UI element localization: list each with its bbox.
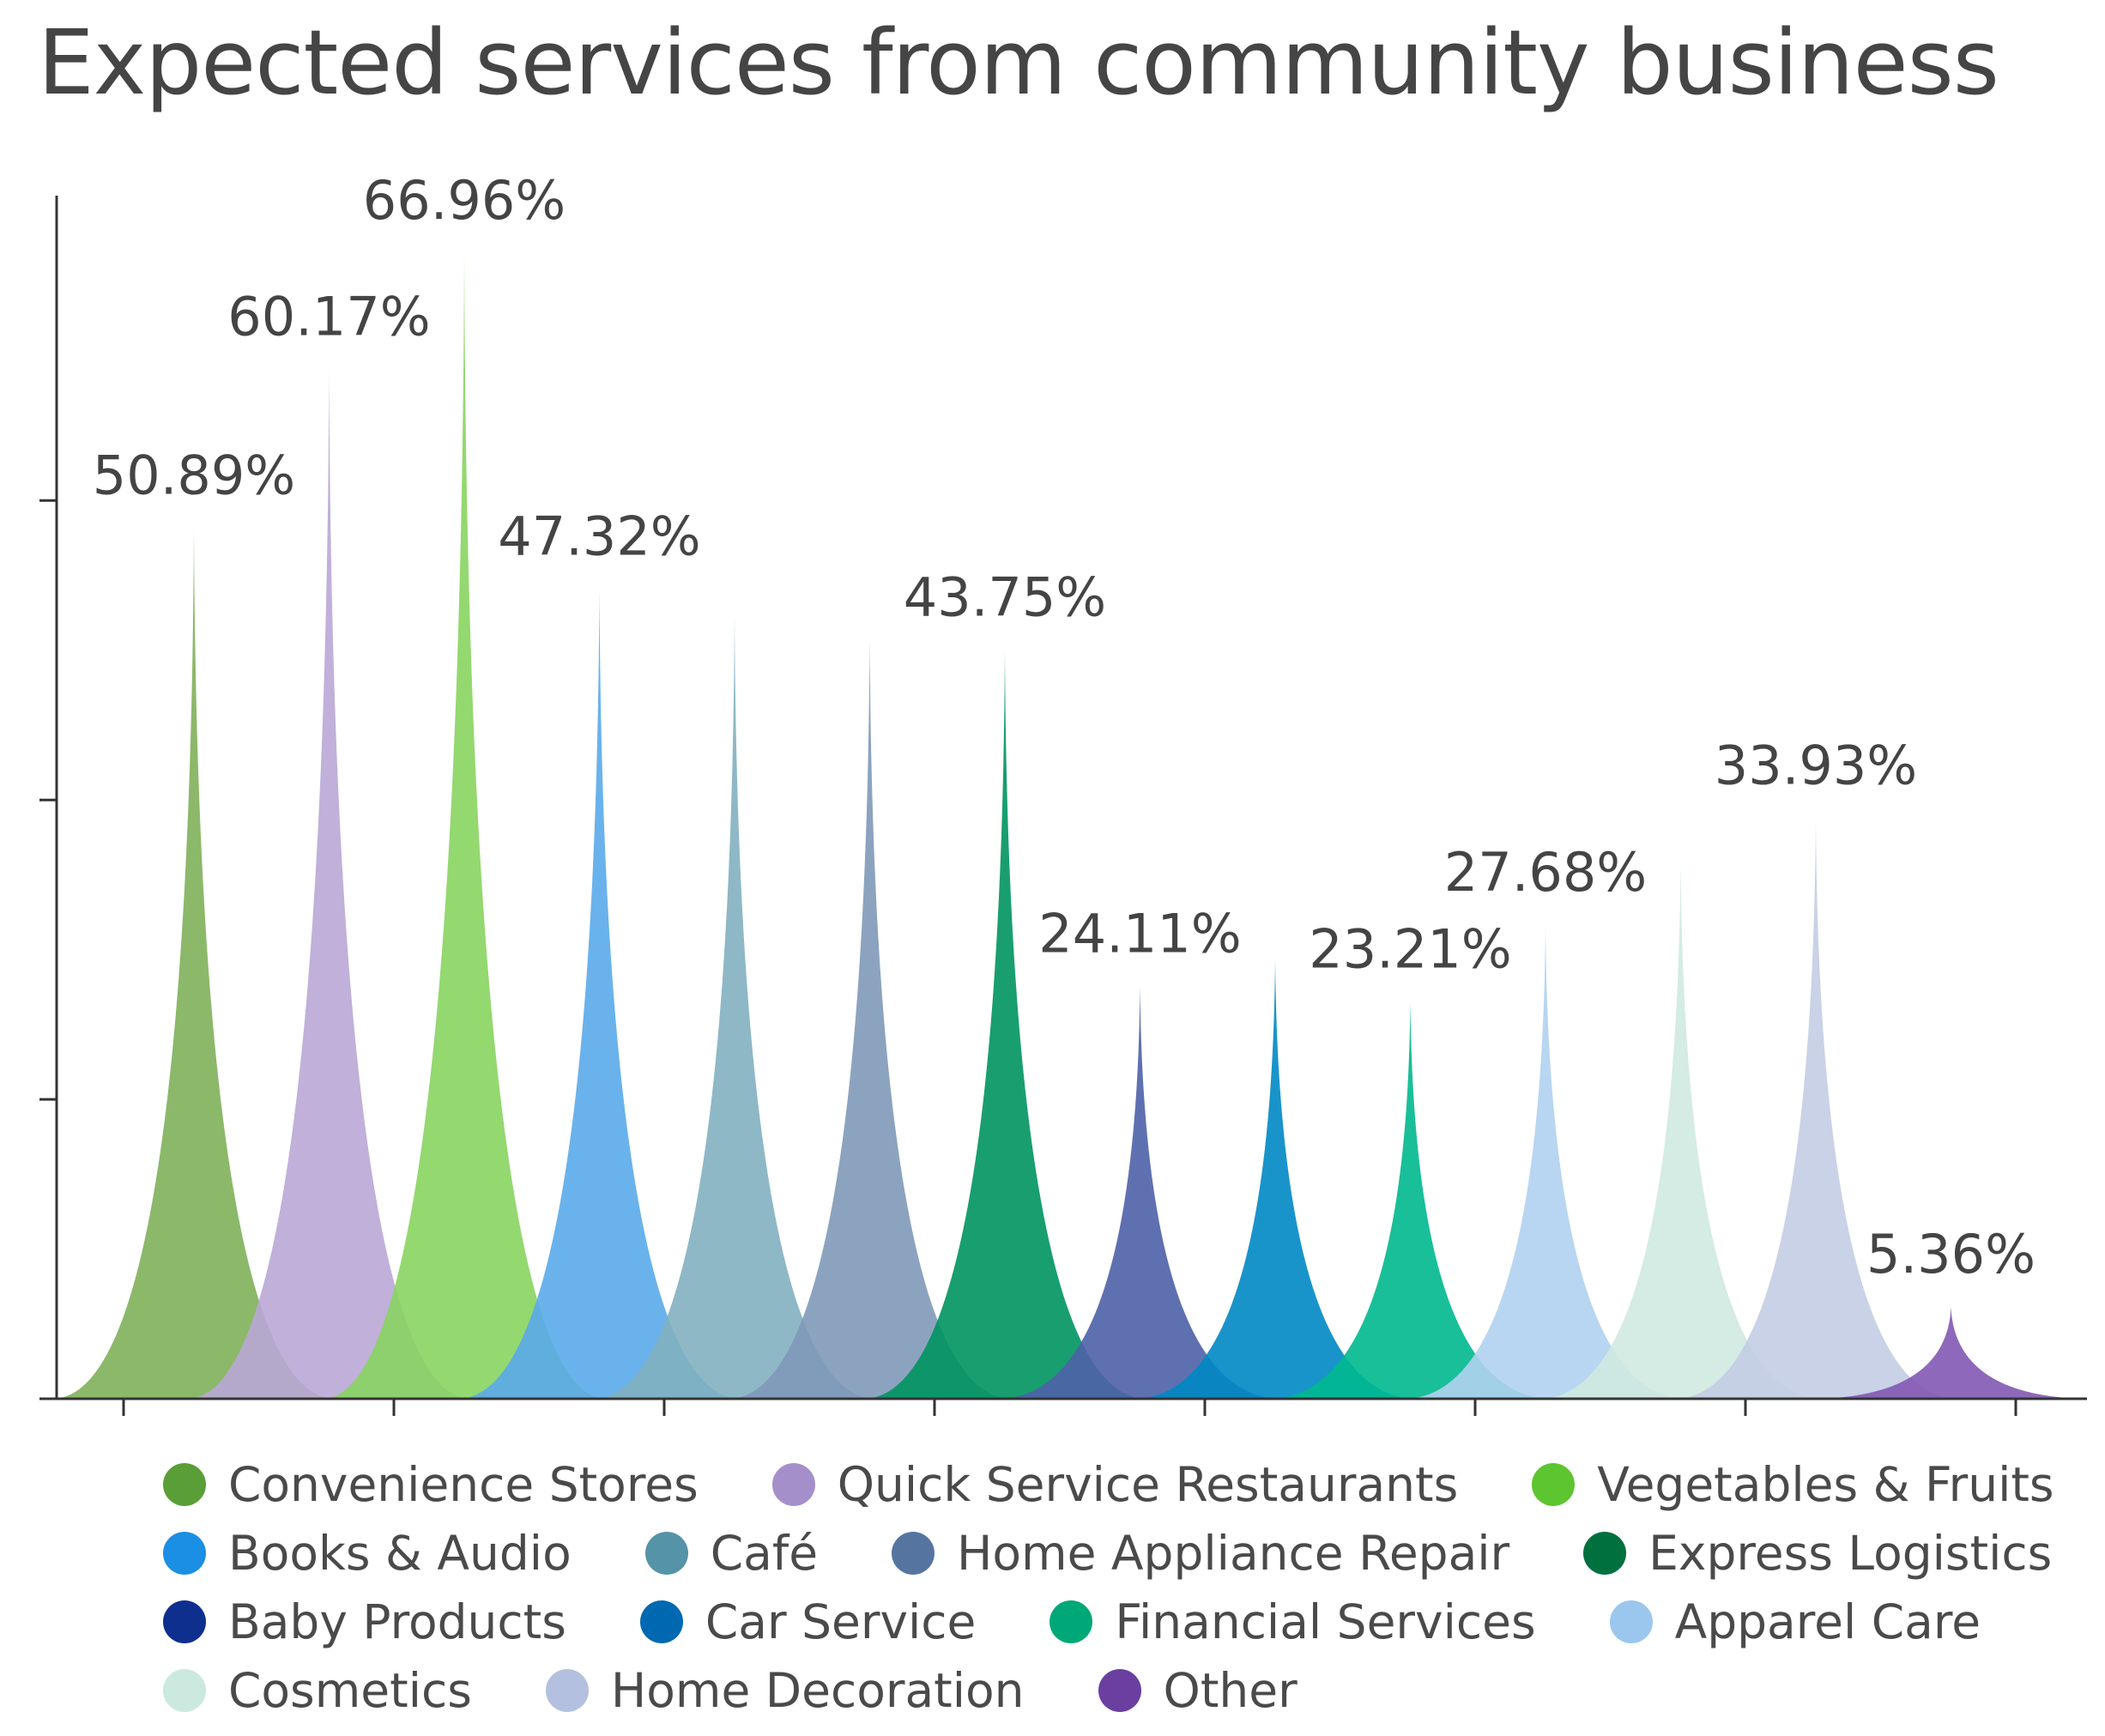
legend-label: Cosmetics	[228, 1663, 472, 1718]
legend-item-baby-products: Baby Products	[163, 1594, 566, 1649]
legend-label: Baby Products	[228, 1594, 566, 1649]
area-convenience-stores	[52, 528, 336, 1399]
area-home-appliance-repair	[728, 637, 1012, 1399]
legend-swatch	[1532, 1463, 1576, 1506]
legend-label: Quick Service Restaurants	[837, 1457, 1459, 1512]
legend-label: Car Service	[705, 1594, 977, 1649]
legend-label: Financial Services	[1115, 1594, 1536, 1649]
legend-item-other: Other	[1098, 1663, 1297, 1718]
area-car-service	[1134, 959, 1417, 1399]
legend-item-caf: Café	[644, 1526, 819, 1581]
area-vegetables-and-fruits	[323, 253, 606, 1399]
legend-label: Apparel Care	[1674, 1594, 1981, 1649]
legend-swatch	[644, 1532, 688, 1575]
legend-swatch	[1049, 1600, 1093, 1643]
area-home-decoration	[1674, 818, 1957, 1399]
legend-label: Home Appliance Repair	[957, 1526, 1510, 1581]
legend-label: Other	[1163, 1663, 1297, 1718]
legend-item-apparel-care: Apparel Care	[1609, 1594, 1981, 1649]
data-label-financial-services: 23.21%	[1309, 917, 1511, 980]
chart-title: Expected services from community busines…	[38, 10, 1999, 115]
legend-swatch	[892, 1532, 935, 1575]
legend-item-vegetables-and-fruits: Vegetables & Fruits	[1532, 1457, 2054, 1512]
area-apparel-care	[1404, 925, 1687, 1399]
legend-swatch	[1583, 1532, 1627, 1575]
legend-swatch	[163, 1600, 206, 1643]
legend-swatch	[545, 1669, 589, 1712]
area-other	[1809, 1307, 2093, 1399]
area-quick-service-restaurants	[187, 369, 471, 1399]
data-label-express-logistics: 43.75%	[904, 566, 1106, 629]
legend-item-home-appliance-repair: Home Appliance Repair	[892, 1526, 1509, 1581]
data-label-home-decoration: 33.93%	[1715, 735, 1917, 797]
data-label-convenience-stores: 50.89%	[93, 444, 295, 506]
legend-label: Café	[710, 1526, 819, 1581]
legend-row: Baby Products Car Service Financial Servic…	[163, 1588, 2085, 1656]
data-labels: 50.89% 60.17% 66.96% 47.32% 43.75% 24.11% 23.2…	[93, 169, 2035, 1285]
area-caf	[593, 614, 876, 1399]
data-label-quick-service-restaurants: 60.17%	[227, 285, 430, 348]
legend-item-books-and-audio: Books & Audio	[163, 1526, 572, 1581]
chart-legend: Convenience Stores Quick Service Restaura…	[163, 1450, 2085, 1725]
legend-label: Vegetables & Fruits	[1597, 1457, 2054, 1512]
legend-row: Books & Audio Café Home Appliance Repair Ex…	[163, 1519, 2085, 1588]
legend-item-convenience-stores: Convenience Stores	[163, 1457, 699, 1512]
legend-item-financial-services: Financial Services	[1049, 1594, 1536, 1649]
legend-swatch	[1609, 1600, 1653, 1643]
legend-row: Cosmetics Home Decoration Other	[163, 1656, 2085, 1725]
data-label-vegetables-and-fruits: 66.96%	[363, 169, 566, 232]
area-cosmetics	[1539, 857, 1823, 1399]
data-label-other: 5.36%	[1866, 1223, 2035, 1285]
legend-label: Home Decoration	[610, 1663, 1025, 1718]
series-areas	[52, 253, 2093, 1399]
legend-item-express-logistics: Express Logistics	[1583, 1526, 2052, 1581]
area-express-logistics	[863, 650, 1146, 1399]
legend-row: Convenience Stores Quick Service Restaura…	[163, 1450, 2085, 1519]
legend-label: Express Logistics	[1648, 1526, 2053, 1581]
legend-swatch	[163, 1669, 206, 1712]
data-label-baby-products: 24.11%	[1038, 902, 1241, 965]
spike-area-chart: 50.89% 60.17% 66.96% 47.32% 43.75% 24.11% 23.2…	[39, 169, 2093, 1416]
chart-axes	[39, 196, 2087, 1416]
legend-item-quick-service-restaurants: Quick Service Restaurants	[771, 1457, 1459, 1512]
legend-item-home-decoration: Home Decoration	[545, 1663, 1025, 1718]
legend-label: Convenience Stores	[228, 1457, 699, 1512]
legend-item-car-service: Car Service	[639, 1594, 977, 1649]
legend-swatch	[639, 1600, 683, 1643]
data-label-apparel-care: 27.68%	[1444, 841, 1647, 904]
area-baby-products	[998, 986, 1282, 1399]
area-financial-services	[1268, 1001, 1552, 1399]
legend-label: Books & Audio	[228, 1526, 572, 1581]
legend-item-cosmetics: Cosmetics	[163, 1663, 472, 1718]
data-label-books-and-audio: 47.32%	[498, 505, 700, 568]
legend-swatch	[163, 1463, 206, 1506]
legend-swatch	[163, 1532, 206, 1575]
area-books-and-audio	[457, 589, 741, 1399]
legend-swatch	[1098, 1669, 1141, 1712]
legend-swatch	[771, 1463, 815, 1506]
